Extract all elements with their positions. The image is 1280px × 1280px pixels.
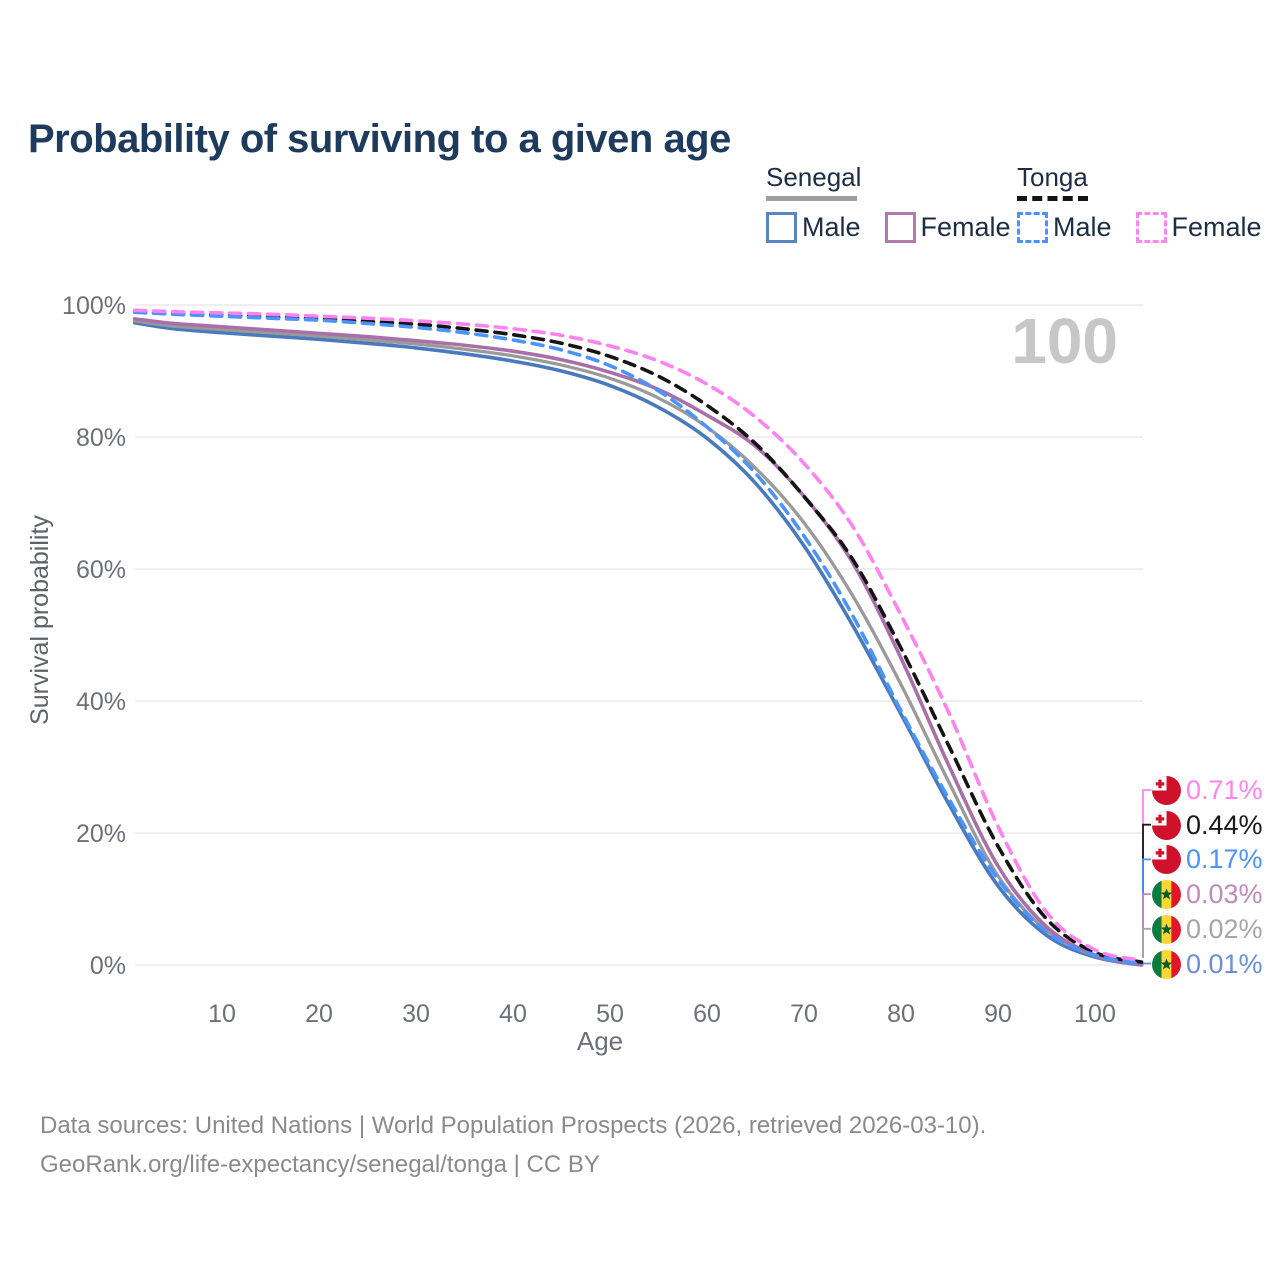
end-label-connector [1142, 893, 1151, 958]
end-label-row: 0.01% [1152, 949, 1263, 980]
senegal-flag-icon [1152, 914, 1181, 944]
y-tick-label: 20% [76, 820, 126, 848]
end-label-row: 0.44% [1152, 810, 1263, 841]
series-end-value: 0.01% [1186, 948, 1263, 979]
series-end-value: 0.17% [1186, 844, 1263, 875]
footer: Data sources: United Nations | World Pop… [40, 1106, 986, 1184]
x-tick-label: 90 [984, 1000, 1012, 1028]
y-tick-label: 100% [62, 292, 126, 320]
end-label-row: 0.03% [1152, 879, 1263, 910]
legend-group-tonga: Tonga Male Female [1017, 162, 1280, 243]
x-axis-label: Age [577, 1026, 623, 1056]
x-tick-label: 10 [208, 1000, 236, 1028]
senegal-flag-icon [1152, 949, 1181, 979]
y-tick-label: 80% [76, 424, 126, 452]
end-label-connector [1142, 927, 1151, 958]
series-line-senegal-male [132, 321, 1144, 967]
senegal-male-swatch [766, 212, 797, 243]
attribution-line: GeoRank.org/life-expectancy/senegal/tong… [40, 1151, 600, 1178]
y-tick-label: 0% [90, 952, 126, 980]
x-tick-label: 40 [499, 1000, 527, 1028]
tonga-line-style-swatch [1017, 196, 1088, 201]
end-label-connector [1142, 789, 1151, 958]
series-line-tonga-female [132, 308, 1144, 963]
end-label-row: 0.71% [1152, 775, 1263, 806]
tonga-flag-icon [1152, 810, 1181, 840]
end-label-connector [1142, 823, 1151, 958]
senegal-female-swatch [884, 212, 916, 243]
tonga-male-label: Male [1053, 212, 1112, 242]
end-label-row: 0.02% [1152, 914, 1263, 945]
senegal-female-label: Female [920, 212, 1011, 242]
x-tick-label: 60 [693, 1000, 721, 1028]
tonga-flag-icon [1152, 776, 1181, 805]
legend-country-tonga: Tonga [1017, 162, 1088, 192]
legend-group-senegal: Senegal Male Female [766, 162, 1035, 243]
x-tick-label: 50 [596, 1000, 624, 1028]
x-tick-label: 80 [887, 1000, 915, 1028]
series-end-value: 0.02% [1186, 913, 1263, 944]
end-label-row: 0.17% [1152, 844, 1263, 875]
series-line-tonga-male [132, 310, 1144, 966]
y-axis-label: Survival probability [26, 515, 54, 725]
x-tick-label: 70 [790, 1000, 818, 1028]
tonga-female-swatch [1135, 212, 1167, 243]
tonga-male-swatch [1017, 212, 1048, 243]
y-tick-label: 40% [76, 688, 126, 716]
senegal-flag-icon [1152, 880, 1181, 910]
tonga-female-label: Female [1171, 212, 1262, 242]
x-tick-label: 20 [305, 1000, 333, 1028]
end-label-connector [1142, 858, 1151, 958]
data-sources-line: Data sources: United Nations | World Pop… [40, 1112, 987, 1139]
x-tick-label: 30 [402, 1000, 430, 1028]
senegal-line-style-swatch [766, 196, 857, 201]
series-end-value: 0.71% [1186, 775, 1263, 805]
y-tick-label: 60% [76, 556, 126, 584]
page-title: Probability of surviving to a given age [28, 116, 731, 161]
tonga-flag-icon [1152, 845, 1181, 875]
series-end-value: 0.44% [1186, 809, 1263, 840]
series-line-senegal-both [133, 319, 1144, 967]
senegal-male-label: Male [802, 212, 861, 242]
series-end-value: 0.03% [1186, 879, 1263, 910]
x-tick-label: 100 [1074, 1000, 1116, 1028]
watermark: 100 [1011, 305, 1118, 377]
legend-country-senegal: Senegal [766, 162, 862, 192]
